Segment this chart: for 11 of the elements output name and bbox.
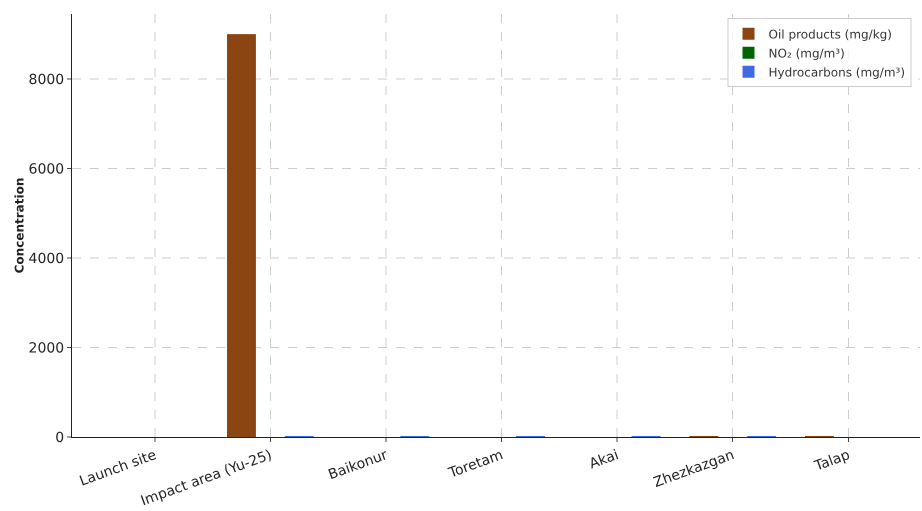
y-tick-label: 8000 xyxy=(28,72,64,88)
y-tick-label: 6000 xyxy=(28,161,64,178)
legend-label: Hydrocarbons (mg/m³) xyxy=(768,65,906,80)
x-tick-label: Akai xyxy=(587,447,621,472)
y-axis-title: Concentration xyxy=(12,178,27,274)
y-tick-label: 0 xyxy=(55,430,64,446)
x-tick-label: Talap xyxy=(812,447,852,475)
legend-label: NO₂ (mg/m³) xyxy=(768,46,845,60)
legend-label: Oil products (mg/kg) xyxy=(768,27,892,42)
y-tick-label: 2000 xyxy=(28,340,64,356)
y-tick-label: 4000 xyxy=(28,250,64,267)
